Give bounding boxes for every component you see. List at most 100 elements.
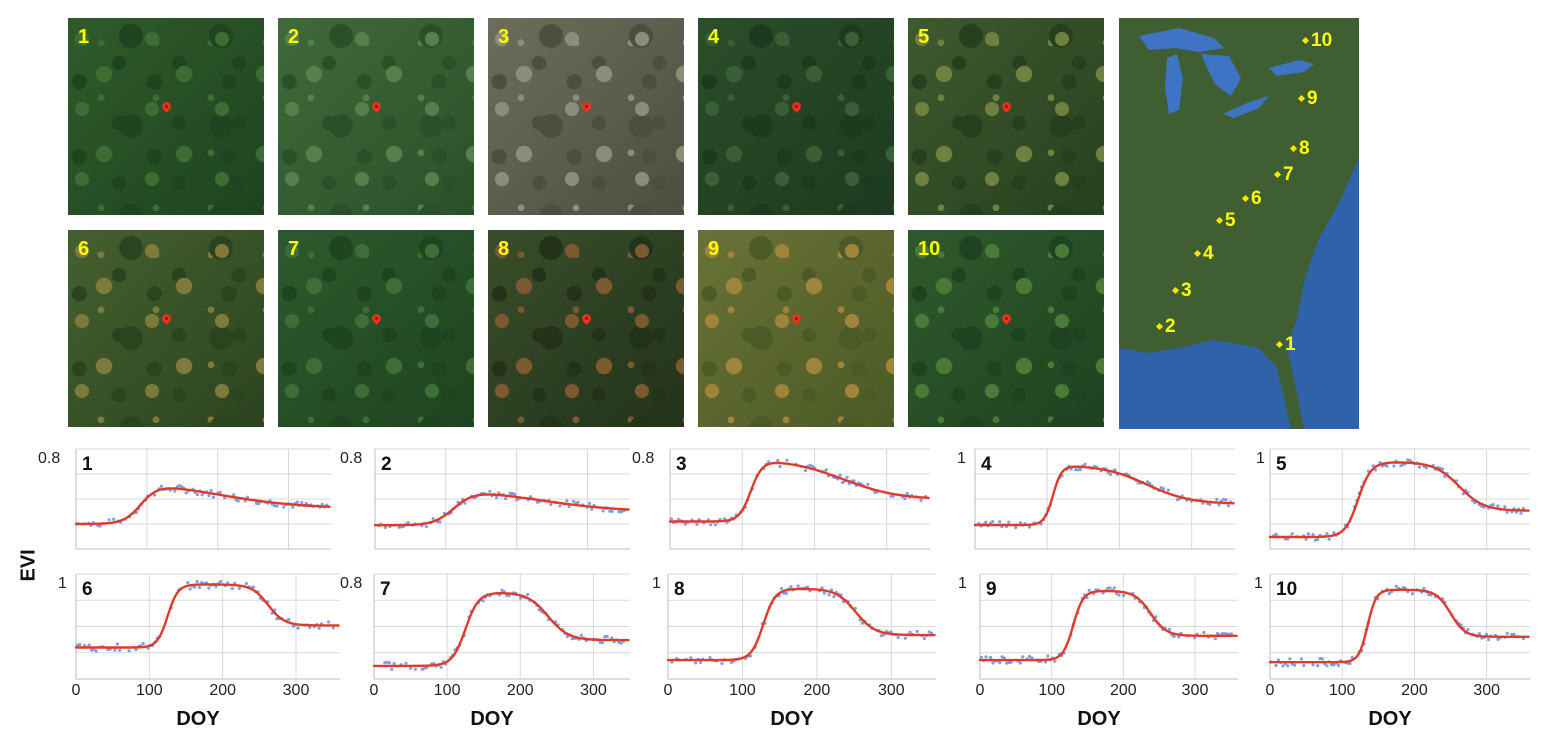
data-point xyxy=(1087,588,1091,593)
data-point xyxy=(141,641,145,646)
data-point xyxy=(113,648,117,652)
data-point xyxy=(127,649,131,653)
data-point xyxy=(197,585,202,590)
data-point xyxy=(984,655,988,659)
chart-panel: 9 1 0 100 200 300 DOY xyxy=(958,573,1238,730)
data-point xyxy=(1113,468,1117,472)
data-point xyxy=(903,497,907,501)
data-point xyxy=(1505,510,1509,514)
data-point xyxy=(879,634,884,638)
x-tick-label: 300 xyxy=(283,682,310,699)
data-point xyxy=(824,468,828,472)
fit-line xyxy=(373,493,630,527)
panel-number: 2 xyxy=(381,454,392,475)
y-tick-label: 1 xyxy=(958,575,967,592)
map-site-label: 3 xyxy=(1181,280,1192,301)
panel-number: 5 xyxy=(1276,454,1287,475)
data-point xyxy=(695,522,699,526)
data-point xyxy=(998,520,1002,524)
data-point xyxy=(1350,655,1354,660)
data-point xyxy=(778,464,782,469)
data-point xyxy=(1117,593,1121,597)
data-point xyxy=(488,489,492,493)
aerial-photo: 6 xyxy=(68,230,264,427)
data-point xyxy=(152,493,157,497)
data-point xyxy=(827,593,831,597)
data-point xyxy=(1286,537,1290,541)
data-point xyxy=(282,505,286,509)
data-point xyxy=(1332,663,1336,667)
data-point xyxy=(244,581,248,586)
data-point xyxy=(1503,505,1507,509)
data-point xyxy=(115,642,119,646)
data-point xyxy=(1387,592,1391,596)
data-point xyxy=(308,625,312,630)
x-tick-label: 0 xyxy=(976,682,985,699)
data-point xyxy=(1373,468,1377,472)
data-point xyxy=(507,594,511,598)
photo-label: 10 xyxy=(918,238,941,260)
data-point xyxy=(87,643,91,647)
data-point xyxy=(689,656,693,660)
data-point xyxy=(1083,462,1087,466)
data-point xyxy=(275,617,279,621)
data-point xyxy=(908,630,912,634)
photo-label: 8 xyxy=(498,238,510,260)
data-point xyxy=(720,661,724,666)
data-point xyxy=(1512,632,1516,636)
data-point xyxy=(1422,586,1426,591)
data-point xyxy=(889,494,893,498)
data-point xyxy=(919,498,923,502)
data-point xyxy=(1224,498,1228,502)
panel-number: 6 xyxy=(82,579,93,600)
data-point xyxy=(1316,537,1320,542)
panel-number: 7 xyxy=(380,579,391,600)
aerial-photo: 1 xyxy=(68,18,264,215)
data-point xyxy=(207,586,211,590)
data-point xyxy=(424,525,428,529)
data-point xyxy=(1053,659,1057,664)
panel-number: 1 xyxy=(82,454,93,475)
chart-panel: 30.8 xyxy=(632,448,930,550)
data-point xyxy=(1410,592,1414,596)
data-point xyxy=(1299,657,1304,661)
lake-superior xyxy=(1139,28,1224,52)
data-point xyxy=(1007,520,1011,524)
x-tick-label: 200 xyxy=(1110,682,1137,699)
data-point xyxy=(600,641,605,645)
data-point xyxy=(1477,632,1481,636)
data-point xyxy=(603,635,607,639)
data-point xyxy=(406,521,410,525)
data-point xyxy=(590,507,594,511)
data-point xyxy=(404,661,408,665)
chart-panel: 10.8 xyxy=(38,448,331,550)
aerial-photo: 2 xyxy=(278,18,474,215)
data-point xyxy=(789,585,793,589)
data-point xyxy=(1115,592,1119,596)
data-point xyxy=(1216,631,1220,636)
map-site-marker: 7 xyxy=(1273,164,1294,186)
photo-label: 2 xyxy=(288,26,300,48)
data-point xyxy=(1325,664,1329,668)
photo-label: 1 xyxy=(78,26,90,48)
data-point xyxy=(180,485,184,489)
lake-huron xyxy=(1201,54,1241,96)
data-point xyxy=(1108,472,1113,477)
map-site-label: 5 xyxy=(1225,210,1236,231)
data-point xyxy=(1304,537,1308,541)
map-site-label: 1 xyxy=(1285,334,1296,355)
data-point xyxy=(1044,660,1048,664)
fit-line xyxy=(668,461,930,523)
y-tick-label: 1 xyxy=(58,575,67,592)
data-point xyxy=(513,492,517,496)
panel-number: 10 xyxy=(1276,579,1297,600)
data-point xyxy=(431,517,435,521)
x-tick-label: 0 xyxy=(370,682,379,699)
data-point xyxy=(1392,464,1396,468)
data-point xyxy=(1440,467,1445,471)
data-point xyxy=(409,666,413,670)
fit-line xyxy=(372,592,630,668)
data-point xyxy=(549,503,553,507)
data-point xyxy=(1281,664,1285,668)
